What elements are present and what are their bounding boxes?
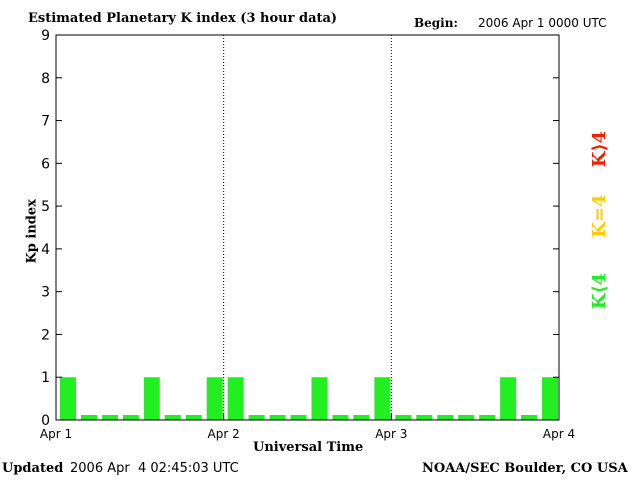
kp-bar-9 bbox=[248, 415, 265, 420]
y-tick-label-2: 2 bbox=[41, 327, 50, 343]
kp-bar-23 bbox=[542, 377, 558, 420]
plot-frame bbox=[55, 34, 560, 421]
begin-value: 2006 Apr 1 0000 UTC bbox=[478, 16, 607, 30]
kp-bar-15 bbox=[374, 377, 391, 420]
y-tick-label-9: 9 bbox=[41, 28, 50, 44]
kp-bar-13 bbox=[332, 415, 349, 420]
kp-bar-7 bbox=[206, 377, 223, 420]
kp-bar-14 bbox=[353, 415, 370, 420]
kp-bar-4 bbox=[143, 377, 160, 420]
y-tick-label-1: 1 bbox=[41, 370, 50, 386]
x-tick-label-3: Apr 4 bbox=[543, 427, 575, 441]
x-tick-label-1: Apr 2 bbox=[208, 427, 240, 441]
kp-bar-19 bbox=[458, 415, 475, 420]
updated-label: Updated bbox=[2, 461, 64, 476]
y-tick-label-3: 3 bbox=[41, 285, 50, 301]
kp-bar-22 bbox=[521, 415, 538, 420]
x-tick-label-2: Apr 3 bbox=[375, 427, 407, 441]
kp-bar-2 bbox=[101, 415, 118, 420]
begin-label: Begin: bbox=[414, 16, 458, 30]
x-axis-label: Universal Time bbox=[253, 440, 364, 455]
source-credit: NOAA/SEC Boulder, CO USA bbox=[422, 461, 628, 476]
legend-equal: K=4 bbox=[589, 194, 610, 238]
kp-bar-21 bbox=[500, 377, 517, 420]
kp-bar-11 bbox=[290, 415, 307, 420]
legend-high: K⟩4 bbox=[589, 130, 610, 168]
kp-bar-17 bbox=[416, 415, 433, 420]
kp-bar-20 bbox=[479, 415, 496, 420]
kp-bar-16 bbox=[395, 415, 412, 420]
kp-bar-8 bbox=[227, 377, 244, 420]
x-tick-label-0: Apr 1 bbox=[40, 427, 72, 441]
y-tick-label-6: 6 bbox=[41, 156, 50, 172]
kp-bar-12 bbox=[311, 377, 328, 420]
updated-value: 2006 Apr 4 02:45:03 UTC bbox=[70, 461, 239, 476]
y-tick-label-4: 4 bbox=[41, 242, 50, 258]
kp-bar-10 bbox=[269, 415, 286, 420]
y-tick-label-0: 0 bbox=[41, 413, 50, 429]
kp-bar-0 bbox=[60, 377, 76, 420]
chart-title: Estimated Planetary K index (3 hour data… bbox=[28, 11, 338, 26]
kp-bar-6 bbox=[185, 415, 202, 420]
kp-bar-3 bbox=[122, 415, 139, 420]
y-tick-label-5: 5 bbox=[41, 199, 50, 215]
kp-bar-18 bbox=[437, 415, 454, 420]
kp-bar-5 bbox=[164, 415, 181, 420]
y-tick-label-7: 7 bbox=[41, 114, 50, 130]
y-tick-label-8: 8 bbox=[41, 71, 50, 87]
kp-bar-1 bbox=[80, 415, 97, 420]
legend-low: K⟨4 bbox=[589, 272, 610, 310]
